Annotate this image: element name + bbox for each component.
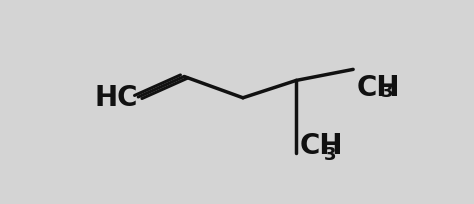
Text: 3: 3 [381, 83, 393, 101]
Text: 3: 3 [324, 145, 336, 163]
Text: CH: CH [357, 73, 401, 101]
Text: CH: CH [300, 132, 343, 160]
Text: HC: HC [95, 84, 138, 111]
